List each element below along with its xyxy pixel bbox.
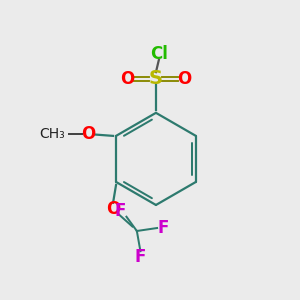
Text: O: O	[121, 70, 135, 88]
Text: F: F	[115, 202, 126, 220]
Text: O: O	[81, 125, 95, 143]
Text: O: O	[177, 70, 191, 88]
Text: S: S	[149, 69, 163, 88]
Text: O: O	[106, 200, 120, 218]
Text: F: F	[157, 219, 169, 237]
Text: F: F	[135, 248, 146, 266]
Text: Cl: Cl	[150, 45, 168, 63]
Text: CH₃: CH₃	[39, 128, 65, 141]
